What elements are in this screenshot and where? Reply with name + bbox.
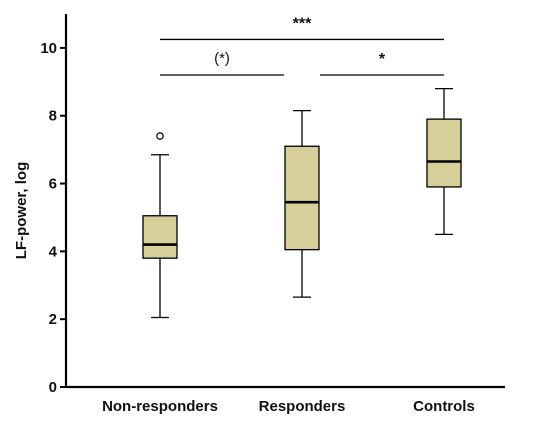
category-labels: Non-responders Responders Controls — [102, 398, 475, 415]
significance-label: * — [379, 51, 386, 68]
box-responders — [284, 109, 320, 298]
significance-brackets: *** (*) * — [160, 15, 444, 76]
iqr-box — [284, 145, 320, 251]
y-tick-label: 8 — [49, 108, 57, 125]
significance-bracket: * — [320, 51, 444, 76]
y-tick-label: 4 — [49, 243, 58, 260]
box-non-responders — [142, 132, 178, 319]
boxes — [142, 87, 462, 319]
significance-label: *** — [293, 15, 312, 32]
y-tick-label: 2 — [49, 311, 57, 328]
outlier-point — [156, 132, 164, 140]
iqr-box — [142, 215, 178, 259]
y-tick-label: 0 — [49, 379, 57, 396]
y-axis-ticks: 0 2 4 6 8 10 — [40, 40, 66, 396]
y-tick-label: 6 — [49, 176, 57, 193]
x-category-label: Responders — [259, 398, 346, 415]
box-controls — [426, 87, 462, 236]
y-axis-title: LF-power, log — [13, 162, 30, 260]
x-category-label: Controls — [413, 398, 475, 415]
axes — [64, 14, 505, 389]
significance-bracket: *** — [160, 15, 444, 41]
y-tick-label: 10 — [40, 40, 57, 57]
significance-bracket: (*) — [160, 50, 284, 76]
significance-label: (*) — [214, 50, 230, 67]
x-category-label: Non-responders — [102, 398, 218, 415]
iqr-box — [426, 118, 462, 188]
